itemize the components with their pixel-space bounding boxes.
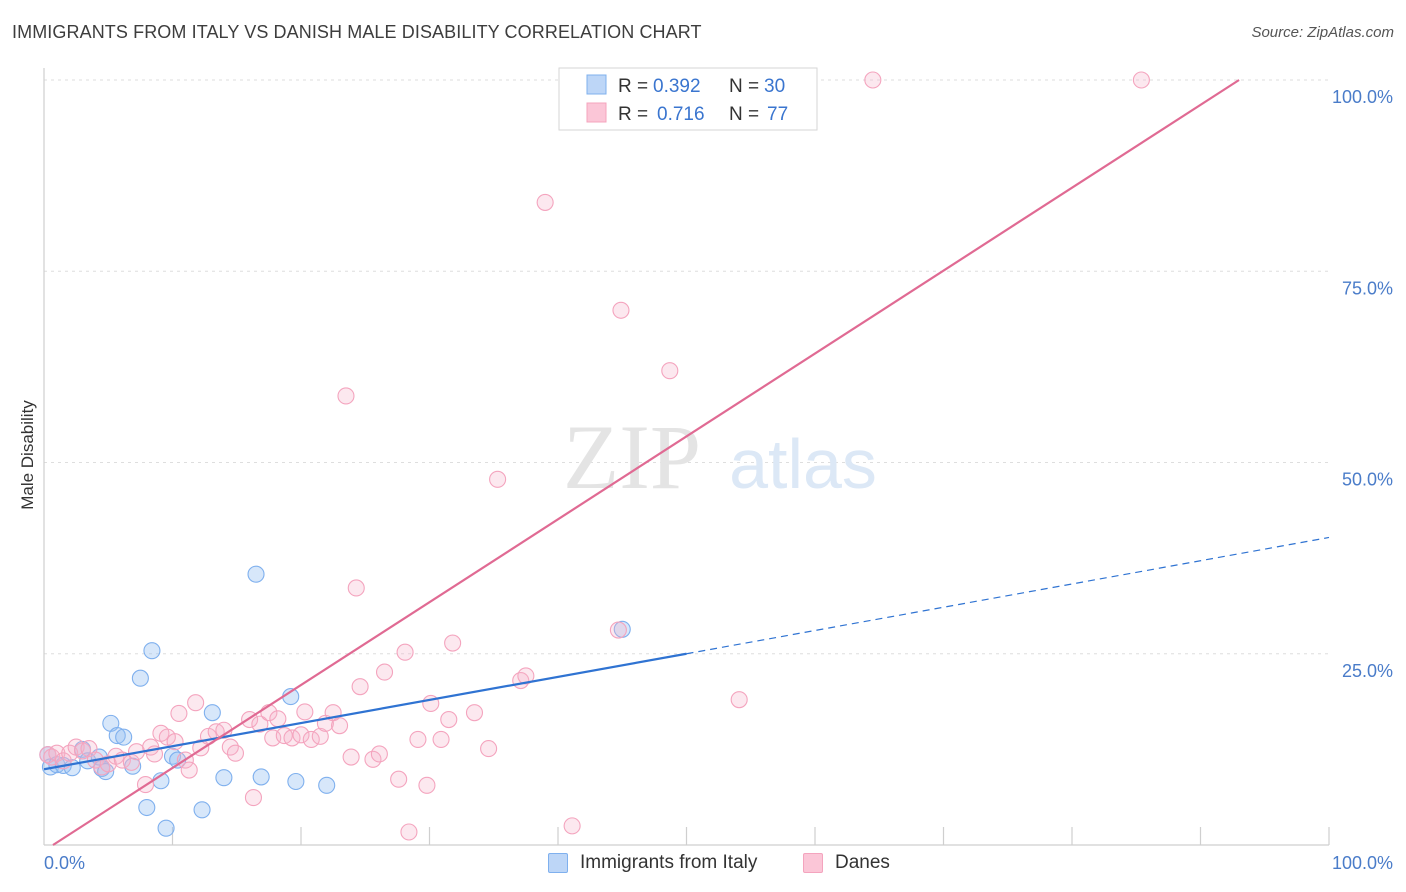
danes-point-66: [517, 667, 535, 685]
danes-point-70: [612, 301, 630, 319]
danes-point-67: [536, 193, 554, 211]
legend-item-italy: Immigrants from Italy: [548, 852, 757, 874]
legend-r-label-italy: R =: [618, 76, 648, 97]
legend-n-value-danes: 77: [767, 104, 788, 125]
italy-point-18: [157, 819, 175, 837]
danes-point-38: [283, 729, 301, 747]
danes-point-39: [292, 726, 310, 744]
chart-title: IMMIGRANTS FROM ITALY VS DANISH MALE DIS…: [12, 22, 702, 42]
legend-swatch-italy: [586, 74, 607, 95]
legend-swatch-danes: [586, 102, 607, 123]
legend-label-danes: Danes: [835, 852, 890, 873]
italy-point-15: [138, 798, 156, 817]
y-tick-label-2: 50.0%: [1342, 470, 1393, 490]
italy-point-11: [108, 727, 126, 745]
danes-point-51: [370, 745, 388, 763]
danes-point-40: [296, 703, 314, 721]
danes-point-49: [351, 678, 369, 696]
x-tick-label-max: 100.0%: [1332, 853, 1393, 873]
y-tick-label-1: 75.0%: [1342, 278, 1393, 298]
italy-trend-line: [43, 652, 687, 771]
danes-point-62: [465, 704, 484, 722]
danes-point-6: [74, 742, 92, 760]
danes-point-48: [347, 579, 365, 597]
tick-labels: 0.0% 100.0% 100.0% 75.0% 50.0% 25.0%: [44, 87, 1393, 873]
danes-point-33: [251, 715, 269, 733]
x-tick-label-min: 0.0%: [44, 853, 85, 873]
danes-point-42: [311, 727, 329, 745]
stats-legend: R = 0.392 N = 30 R = 0.716 N = 77: [558, 67, 818, 131]
legend-n-value-italy: 30: [764, 76, 785, 97]
danes-point-56: [409, 730, 427, 748]
danes-point-36: [269, 710, 287, 728]
danes-point-24: [187, 694, 205, 712]
italy-point-24: [247, 565, 265, 583]
italy-point-23: [215, 769, 233, 787]
danes-point-76: [1132, 71, 1150, 89]
legend-item-danes: Danes: [803, 852, 890, 874]
legend-r-label-danes: R =: [618, 104, 648, 125]
danes-point-47: [342, 748, 360, 766]
danes-point-74: [730, 691, 748, 709]
danes-point-64: [489, 470, 507, 488]
danes-point-21: [170, 704, 188, 722]
axes: [43, 68, 1330, 846]
danes-point-41: [302, 730, 320, 748]
danes-point-30: [226, 744, 245, 762]
trend-lines: [43, 79, 1330, 846]
danes-point-55: [400, 823, 418, 841]
danes-point-68: [563, 817, 581, 835]
danes-point-23: [180, 761, 198, 779]
legend-label-italy: Immigrants from Italy: [580, 852, 758, 873]
y-tick-label-3: 25.0%: [1342, 661, 1393, 681]
danes-point-45: [330, 717, 349, 735]
danes-point-59: [432, 730, 450, 748]
danes-point-54: [396, 643, 414, 661]
danes-point-4: [61, 744, 79, 762]
gridlines: [44, 79, 1329, 655]
danes-point-57: [418, 776, 436, 794]
danes-point-61: [444, 634, 462, 652]
italy-point-16: [143, 642, 161, 660]
danes-point-32: [244, 789, 263, 807]
danes-point-69: [609, 621, 627, 639]
danes-point-75: [864, 71, 882, 89]
chart-source: Source: ZipAtlas.com: [1251, 24, 1394, 41]
legend-r-value-italy: 0.392: [653, 76, 701, 97]
danes-point-63: [480, 740, 498, 758]
italy-point-25: [252, 768, 270, 786]
legend-marker-italy: [548, 853, 568, 873]
danes-trend-line: [52, 79, 1240, 846]
legend-marker-danes: [803, 853, 823, 873]
watermark-zip: ZIP: [563, 406, 701, 508]
watermark-atlas: atlas: [729, 425, 877, 503]
legend-r-value-danes: 0.716: [657, 104, 705, 125]
legend-n-label-italy: N =: [729, 76, 759, 97]
italy-point-28: [318, 776, 336, 794]
italy-point-27: [287, 772, 305, 791]
danes-point-71: [661, 362, 679, 380]
italy-point-21: [193, 801, 211, 819]
italy-point-22: [203, 704, 221, 722]
italy-point-14: [131, 669, 149, 687]
watermark: ZIP atlas: [563, 406, 877, 508]
danes-point-52: [375, 663, 394, 681]
danes-point-60: [440, 710, 458, 729]
y-tick-label-0: 100.0%: [1332, 87, 1393, 107]
danes-point-46: [337, 387, 355, 405]
legend-n-label-danes: N =: [729, 104, 759, 125]
italy-trend-extension: [686, 536, 1330, 655]
italy-point-12: [115, 728, 133, 746]
danes-point-53: [390, 770, 408, 788]
